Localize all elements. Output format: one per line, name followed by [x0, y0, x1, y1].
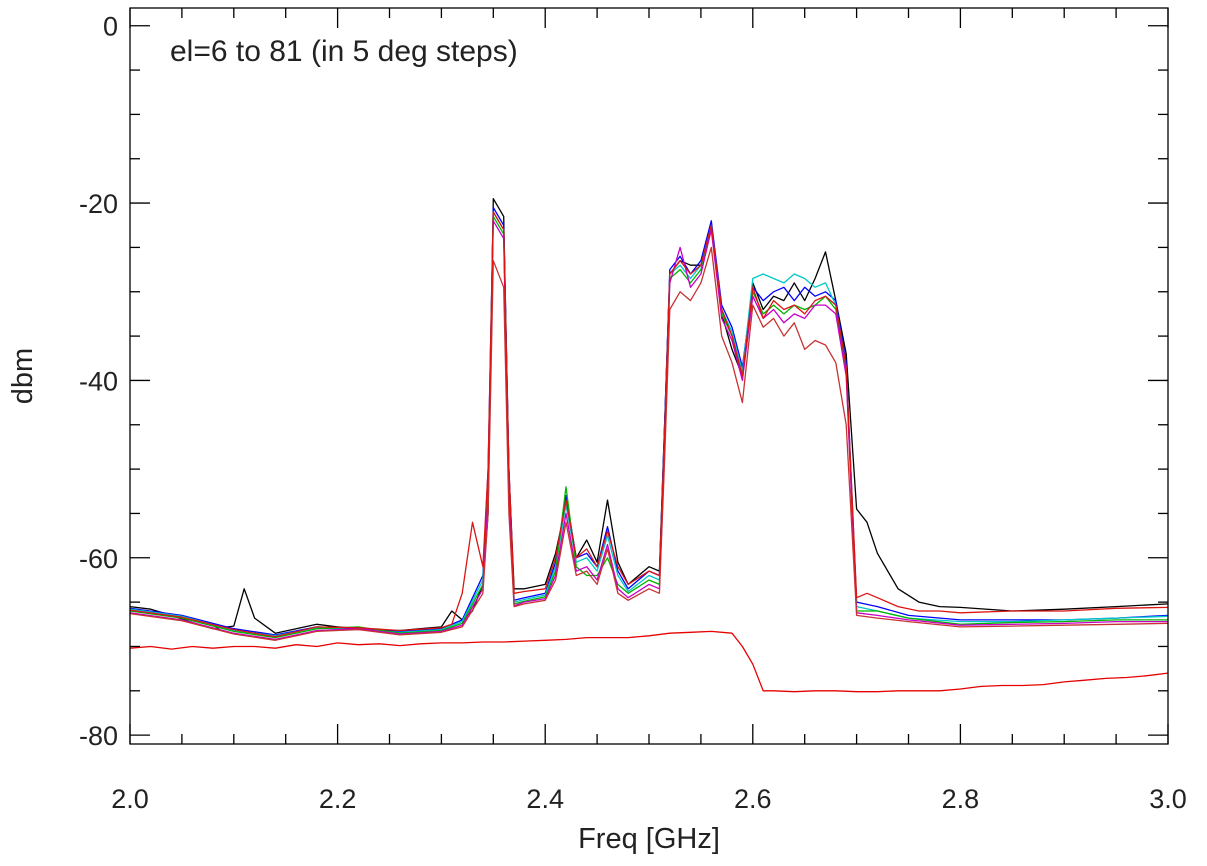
tick-label-layer: 2.0 2.2 2.4 2.6 2.8 3.0 0 -20 -40 -60 -80	[79, 12, 1187, 814]
chart-annotation: el=6 to 81 (in 5 deg steps)	[170, 35, 518, 68]
x-tick-label: 3.0	[1149, 784, 1187, 814]
series-line-3	[129, 211, 1169, 637]
series-line-7	[129, 211, 1169, 638]
x-tick-label: 2.2	[319, 784, 357, 814]
y-tick-label: -40	[79, 366, 118, 396]
x-tick-label: 2.6	[734, 784, 772, 814]
y-axis-title: dbm	[7, 348, 39, 404]
y-tick-label: -60	[79, 544, 118, 574]
x-tick-label: 2.4	[526, 784, 564, 814]
x-tick-label: 2.0	[111, 784, 149, 814]
y-tick-label: 0	[103, 12, 118, 42]
x-axis-title: Freq [GHz]	[578, 823, 720, 855]
series-layer	[129, 198, 1169, 693]
x-tick-label: 2.8	[942, 784, 980, 814]
series-line-8	[129, 630, 1169, 693]
tick-layer	[129, 8, 1169, 744]
series-line-1	[129, 198, 1169, 634]
series-line-5	[129, 220, 1168, 641]
series-line-6	[129, 246, 1169, 641]
y-tick-label: -20	[79, 189, 118, 219]
series-line-4	[129, 215, 1168, 639]
y-tick-label: -80	[79, 721, 118, 751]
